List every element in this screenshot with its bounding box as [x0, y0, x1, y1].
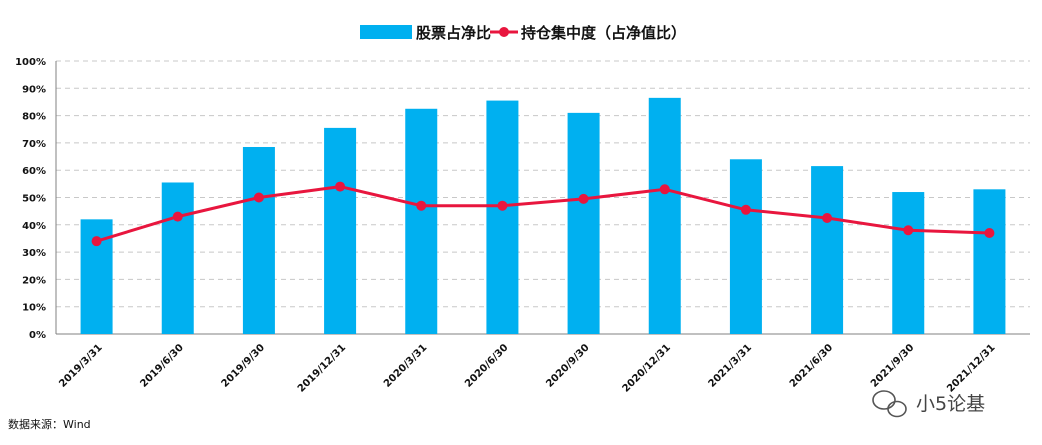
y-tick-label: 100% [15, 57, 46, 68]
x-tick-label: 2021/6/30 [788, 342, 835, 389]
x-tick-label: 2019/9/30 [220, 342, 267, 389]
legend: 股票占净比 持仓集中度（占净值比） [360, 24, 686, 42]
y-tick-label: 20% [22, 275, 46, 286]
line-point [416, 200, 427, 211]
bar [486, 100, 519, 335]
line-point [578, 193, 589, 204]
line-point [740, 204, 751, 215]
x-tick-label: 2021/12/31 [945, 342, 997, 394]
watermark-text: 小5论基 [916, 393, 985, 415]
legend-marker [499, 27, 509, 37]
y-tick-label: 90% [22, 84, 46, 95]
bar [161, 182, 194, 334]
line-series [91, 181, 995, 247]
line-point [172, 211, 183, 222]
y-tick-label: 10% [22, 303, 46, 314]
y-tick-label: 30% [22, 248, 46, 259]
watermark: 小5论基 [872, 390, 985, 418]
axes [55, 61, 1030, 335]
bar [729, 159, 762, 334]
legend-label-line: 持仓集中度（占净值比） [521, 24, 686, 42]
x-tick-label: 2019/12/31 [296, 342, 348, 394]
line-point [335, 181, 346, 192]
legend-label-bar: 股票占净比 [416, 24, 491, 42]
legend-swatch-bar [360, 25, 412, 39]
x-tick-labels: 2019/3/31 2019/6/30 2019/9/30 2019/12/31 202… [57, 342, 997, 394]
y-tick-label: 0% [29, 330, 46, 341]
x-tick-label: 2020/9/30 [544, 342, 591, 389]
y-tick-labels: 0% 10% 20% 30% 40% 50% 60% 70% 80% 90% 100% [15, 57, 46, 341]
gridlines [56, 60, 1030, 308]
y-tick-label: 80% [22, 112, 46, 123]
x-tick-label: 2021/9/30 [869, 342, 916, 389]
line-point [253, 192, 264, 203]
series-line [96, 185, 990, 243]
y-tick-label: 50% [22, 194, 46, 205]
x-tick-label: 2020/3/31 [382, 342, 429, 389]
bar [892, 192, 925, 334]
bar [648, 97, 681, 334]
bar-series [80, 97, 1006, 335]
bar [567, 112, 600, 335]
x-tick-label: 2020/12/31 [621, 342, 673, 394]
source-note: 数据来源：Wind [8, 417, 91, 431]
bar [405, 108, 438, 335]
line-point [903, 225, 914, 236]
line-point [91, 236, 102, 247]
bar [973, 189, 1006, 334]
y-tick-label: 40% [22, 221, 46, 232]
line-point [822, 212, 833, 223]
bar [811, 166, 844, 334]
x-tick-label: 2021/3/31 [707, 342, 754, 389]
x-tick-label: 2019/3/31 [57, 342, 104, 389]
x-tick-label: 2019/6/30 [138, 342, 185, 389]
y-tick-label: 60% [22, 166, 46, 177]
bar [324, 127, 357, 334]
line-point [659, 184, 670, 195]
x-tick-label: 2020/6/30 [463, 342, 510, 389]
bar [242, 146, 275, 334]
y-tick-label: 70% [22, 139, 46, 150]
wechat-icon [872, 390, 907, 418]
line-point [497, 200, 508, 211]
line-point [984, 227, 995, 238]
